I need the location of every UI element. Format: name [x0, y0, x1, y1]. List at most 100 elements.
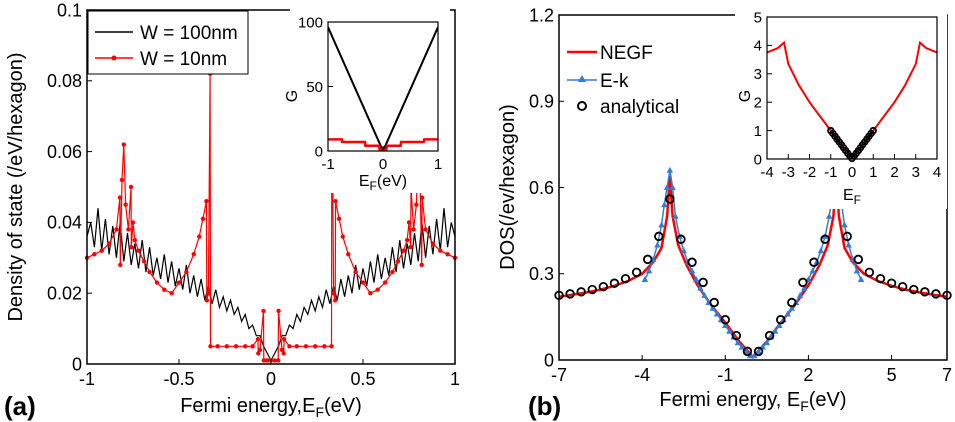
x-tick-label: -2 — [803, 164, 816, 181]
x-tick-label: 1 — [869, 164, 877, 181]
y-tick-label: 3 — [754, 66, 762, 83]
panel-b-plot-area — [554, 166, 952, 359]
a-point-w-10nm — [169, 291, 174, 296]
panel-a-tag: (a) — [4, 391, 36, 421]
a-point-w-10nm — [224, 344, 230, 349]
y-tick-label: 4 — [754, 38, 762, 55]
a-point-w-10nm — [154, 280, 160, 285]
b-point-analytical — [776, 315, 786, 325]
a-point-w-10nm — [233, 344, 239, 349]
y-tick-label: 5 — [754, 9, 762, 26]
a-point-w-10nm — [279, 347, 285, 353]
panel-a-y-axis-label: Density of state (/eV/hexagon) — [5, 52, 27, 321]
a-point-w-10nm — [368, 291, 373, 296]
a-point-w-10nm — [353, 269, 358, 275]
panel-b-inset-x-label: EF — [843, 187, 861, 207]
a-point-w-10nm — [395, 259, 401, 264]
a-point-w-10nm — [204, 198, 209, 204]
a-point-w-10nm — [255, 337, 261, 342]
legend-label-w10: W = 10nm — [140, 49, 227, 70]
b-point-e-k — [692, 276, 700, 282]
b-point-e-k — [722, 322, 729, 328]
b-point-analytical — [609, 278, 620, 288]
b-point-e-k — [788, 304, 795, 311]
a-point-w-10nm — [411, 227, 416, 232]
a-point-w-10nm — [329, 344, 334, 349]
b-inset-point-analytical — [869, 126, 877, 135]
b-point-analytical — [798, 277, 808, 288]
a-point-w-10nm — [336, 216, 342, 222]
a-point-w-10nm — [256, 351, 261, 356]
a-point-w-10nm — [126, 227, 131, 232]
a-point-w-10nm — [390, 269, 395, 275]
b-point-analytical — [920, 287, 930, 297]
a-point-w-10nm — [132, 237, 138, 243]
panel-b-y-ticks: 0 0.3 0.6 0.9 1.2 — [529, 5, 564, 370]
y-tick-label: 0 — [315, 143, 323, 160]
x-tick-label: 7 — [942, 365, 952, 385]
b-point-e-k — [784, 310, 791, 317]
b-point-e-k — [796, 291, 804, 298]
a-point-w-10nm — [130, 220, 136, 225]
a-point-w-10nm — [265, 358, 270, 363]
a-point-w-10nm — [191, 252, 196, 257]
a-point-w-10nm — [118, 262, 123, 268]
b-point-e-k — [709, 304, 717, 311]
a-point-w-10nm — [257, 347, 263, 353]
a-point-w-10nm — [272, 358, 277, 363]
b-point-e-k — [672, 212, 679, 219]
b-point-analytical — [764, 330, 775, 341]
a-point-w-10nm — [294, 344, 299, 349]
y-tick-label: 0.06 — [47, 142, 82, 162]
y-tick-label: 0 — [544, 350, 554, 370]
x-tick-label: 1 — [434, 156, 442, 173]
b-point-analytical — [565, 289, 575, 299]
panel-b-inset-y-label: G — [737, 90, 754, 102]
x-tick-label: -0.5 — [163, 369, 194, 389]
panel-b-inset-y-ticks: 0 1 2 3 4 5 — [754, 9, 772, 168]
y-tick-label: 0 — [72, 354, 82, 374]
x-tick-label: -4 — [634, 365, 650, 385]
b-point-analytical — [897, 281, 908, 292]
b-point-analytical — [720, 315, 730, 325]
b-point-analytical — [753, 346, 764, 357]
legend-marker-ek — [578, 75, 586, 82]
panel-a-inset-y-ticks: 0 50 100 — [298, 14, 333, 160]
b-point-e-k — [763, 339, 771, 346]
a-point-w-10nm — [382, 280, 388, 285]
a-point-w-10nm — [250, 344, 255, 349]
b-point-analytical — [576, 287, 586, 297]
b-point-e-k — [755, 347, 762, 354]
panel-b-x-ticks: -7 -4 -1 2 5 7 — [551, 355, 952, 385]
b-point-e-k — [853, 267, 861, 274]
y-tick-label: 50 — [306, 79, 323, 96]
a-point-w-10nm — [204, 298, 209, 303]
panel-a-x-axis-label: Fermi energy,EF(eV) — [180, 395, 362, 420]
x-tick-label: -1 — [824, 164, 837, 181]
b-point-analytical — [654, 231, 664, 242]
a-point-w-10nm — [322, 344, 327, 349]
a-point-w-10nm — [197, 234, 202, 239]
b-series-line-e-k — [644, 170, 862, 357]
panel-a-plot-area — [84, 71, 458, 363]
legend-label-analytical: analytical — [600, 97, 679, 118]
b-point-analytical — [909, 284, 919, 295]
panel-a-y-ticks: 0 0.02 0.04 0.06 0.08 0.1 — [47, 0, 92, 374]
panel-a-inset-x-label: EF(eV) — [359, 173, 407, 193]
a-point-w-10nm — [281, 337, 287, 342]
y-tick-label: 0.9 — [529, 92, 554, 112]
panel-b-inset-background — [735, 14, 947, 209]
x-tick-label: 0 — [266, 369, 276, 389]
b-point-analytical — [853, 254, 864, 265]
a-point-w-10nm — [243, 344, 248, 349]
x-tick-label: 0 — [848, 164, 856, 181]
panel-b-x-axis-label: Fermi energy, EF(eV) — [659, 389, 846, 414]
a-point-w-10nm — [281, 351, 286, 356]
b-point-e-k — [661, 201, 668, 208]
b-point-e-k — [663, 184, 671, 190]
a-point-w-10nm — [129, 244, 134, 250]
b-point-e-k — [730, 333, 737, 340]
a-point-w-10nm — [430, 241, 436, 246]
